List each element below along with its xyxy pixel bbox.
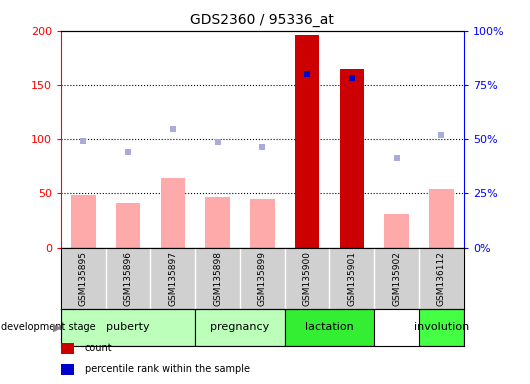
Text: development stage: development stage: [1, 322, 96, 333]
Bar: [161, 178, 185, 248]
Bar: [285, 309, 374, 346]
Text: ▶: ▶: [53, 322, 61, 333]
Text: GSM135902: GSM135902: [392, 251, 401, 306]
Bar: [429, 189, 454, 248]
Title: GDS2360 / 95336_at: GDS2360 / 95336_at: [190, 13, 334, 27]
Text: GSM135900: GSM135900: [303, 251, 312, 306]
Bar: [340, 69, 364, 248]
Text: puberty: puberty: [107, 322, 150, 333]
Text: lactation: lactation: [305, 322, 354, 333]
Bar: [384, 214, 409, 248]
Text: GSM135896: GSM135896: [123, 251, 132, 306]
Bar: [419, 309, 464, 346]
Text: count: count: [85, 343, 112, 353]
Text: involution: involution: [414, 322, 469, 333]
Bar: [250, 199, 275, 248]
Bar: [205, 197, 230, 248]
Text: GSM135899: GSM135899: [258, 251, 267, 306]
Text: GSM135897: GSM135897: [169, 251, 178, 306]
Text: percentile rank within the sample: percentile rank within the sample: [85, 364, 250, 374]
Bar: [295, 35, 320, 248]
Bar: [195, 309, 285, 346]
Text: GSM135898: GSM135898: [213, 251, 222, 306]
Text: GSM135901: GSM135901: [347, 251, 356, 306]
Bar: [61, 309, 195, 346]
Text: GSM136112: GSM136112: [437, 251, 446, 306]
Bar: [71, 195, 95, 248]
Text: pregnancy: pregnancy: [210, 322, 270, 333]
Text: GSM135895: GSM135895: [79, 251, 88, 306]
Bar: [116, 203, 140, 248]
